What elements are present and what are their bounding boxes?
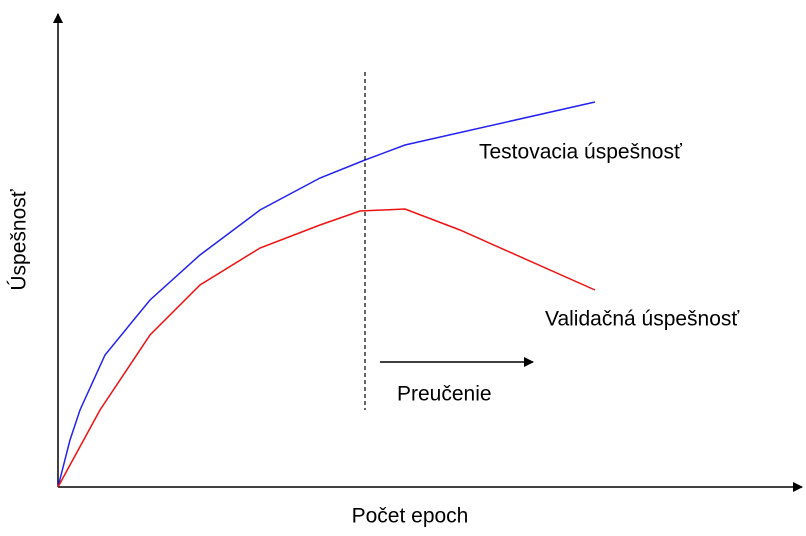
validation-label: Validačná úspešnosť <box>545 308 740 331</box>
overfit-label: Preučenie <box>397 383 492 406</box>
validation-curve <box>57 208 596 488</box>
y-axis-label: Úspešnosť <box>8 188 31 290</box>
x-axis-label: Počet epoch <box>352 505 469 528</box>
test-curve <box>57 101 596 488</box>
test-label: Testovacia úspešnosť <box>479 141 683 164</box>
